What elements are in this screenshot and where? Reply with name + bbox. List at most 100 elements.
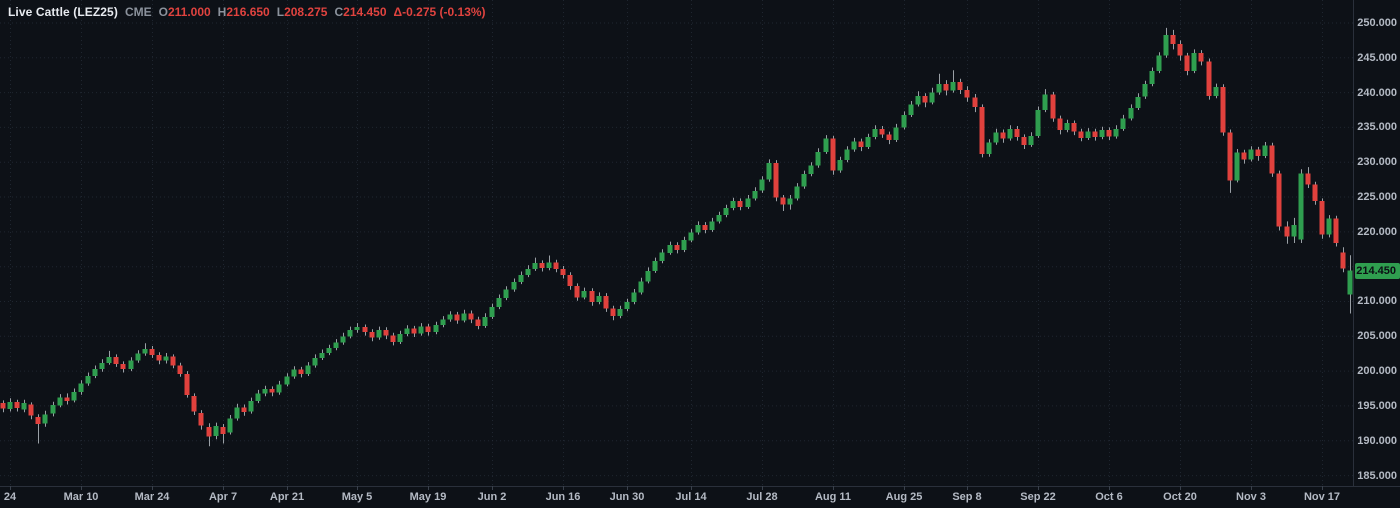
candle[interactable]	[1021, 134, 1027, 149]
candle[interactable]	[610, 305, 616, 321]
candle[interactable]	[241, 404, 247, 416]
candle[interactable]	[113, 354, 119, 367]
candle[interactable]	[475, 316, 481, 330]
candle[interactable]	[667, 241, 673, 255]
candle[interactable]	[681, 236, 687, 253]
candle[interactable]	[7, 398, 13, 412]
candle[interactable]	[99, 359, 105, 372]
candle[interactable]	[964, 86, 970, 102]
candle[interactable]	[305, 362, 311, 376]
candle[interactable]	[617, 305, 623, 319]
candle[interactable]	[865, 133, 871, 149]
candle[interactable]	[1191, 49, 1197, 74]
candle[interactable]	[518, 271, 524, 285]
candle[interactable]	[596, 292, 602, 305]
candle[interactable]	[511, 278, 517, 292]
candle[interactable]	[638, 277, 644, 295]
candle[interactable]	[624, 298, 630, 312]
candle[interactable]	[390, 332, 396, 346]
candle[interactable]	[844, 146, 850, 163]
candle[interactable]	[255, 389, 261, 404]
candle[interactable]	[433, 321, 439, 335]
candle[interactable]	[589, 288, 595, 306]
candle[interactable]	[425, 323, 431, 336]
candle[interactable]	[461, 309, 467, 323]
candle[interactable]	[1120, 114, 1126, 131]
candle[interactable]	[815, 148, 821, 168]
candle[interactable]	[823, 135, 829, 154]
candle[interactable]	[830, 135, 836, 175]
candle[interactable]	[1035, 106, 1041, 138]
candle[interactable]	[1142, 80, 1148, 99]
candle[interactable]	[546, 255, 552, 271]
candle[interactable]	[411, 325, 417, 337]
candle[interactable]	[383, 327, 389, 340]
candle[interactable]	[1042, 89, 1048, 113]
candle[interactable]	[418, 323, 424, 336]
candle[interactable]	[198, 410, 204, 430]
candle[interactable]	[1113, 125, 1119, 139]
candle[interactable]	[276, 380, 282, 395]
candle[interactable]	[1248, 146, 1254, 162]
candle[interactable]	[468, 310, 474, 324]
candle[interactable]	[766, 159, 772, 182]
candle[interactable]	[901, 111, 907, 130]
candle[interactable]	[723, 204, 729, 218]
candle[interactable]	[631, 289, 637, 305]
candle[interactable]	[745, 195, 751, 209]
candle[interactable]	[1106, 127, 1112, 140]
last-price-tag[interactable]: 214.450	[1355, 263, 1400, 279]
candle[interactable]	[369, 329, 375, 342]
candle[interactable]	[1099, 126, 1105, 140]
candle[interactable]	[503, 286, 509, 301]
candle[interactable]	[78, 380, 84, 395]
candle[interactable]	[603, 293, 609, 312]
candle[interactable]	[560, 266, 566, 279]
candle[interactable]	[269, 386, 275, 397]
candle[interactable]	[702, 222, 708, 234]
candle[interactable]	[972, 94, 978, 113]
candle[interactable]	[227, 415, 233, 435]
candle[interactable]	[1262, 142, 1268, 159]
candle[interactable]	[759, 176, 765, 193]
candle[interactable]	[50, 401, 56, 417]
candle[interactable]	[993, 128, 999, 145]
candle[interactable]	[397, 330, 403, 344]
candle[interactable]	[539, 260, 545, 272]
candle[interactable]	[170, 354, 176, 369]
candle[interactable]	[929, 87, 935, 105]
candle[interactable]	[326, 344, 332, 356]
candle[interactable]	[28, 402, 34, 420]
candle[interactable]	[893, 123, 899, 142]
candle[interactable]	[922, 93, 928, 108]
candle[interactable]	[177, 362, 183, 377]
candle[interactable]	[1234, 149, 1240, 183]
candle[interactable]	[262, 385, 268, 397]
candle[interactable]	[652, 257, 658, 273]
candle[interactable]	[525, 265, 531, 278]
candle[interactable]	[42, 410, 48, 427]
candle[interactable]	[106, 350, 112, 365]
candle[interactable]	[64, 393, 70, 405]
candle[interactable]	[1255, 146, 1261, 161]
candle[interactable]	[737, 198, 743, 211]
candle[interactable]	[1276, 170, 1282, 231]
candle[interactable]	[1213, 83, 1219, 99]
candle[interactable]	[0, 400, 6, 413]
candle[interactable]	[1135, 93, 1141, 110]
candle[interactable]	[532, 257, 538, 271]
candle[interactable]	[1156, 52, 1162, 74]
candle[interactable]	[85, 372, 91, 386]
candle[interactable]	[454, 311, 460, 324]
candle[interactable]	[709, 217, 715, 232]
candle[interactable]	[440, 316, 446, 328]
candle[interactable]	[1269, 142, 1275, 177]
candle[interactable]	[553, 259, 559, 273]
candle[interactable]	[986, 139, 992, 157]
candle[interactable]	[496, 294, 502, 310]
candle[interactable]	[184, 371, 190, 398]
candle[interactable]	[376, 326, 382, 340]
candle[interactable]	[936, 73, 942, 95]
price-axis[interactable]: 214.450 250.000 245.000 240.000 235.000 230.…	[1353, 0, 1400, 486]
candle[interactable]	[659, 249, 665, 264]
